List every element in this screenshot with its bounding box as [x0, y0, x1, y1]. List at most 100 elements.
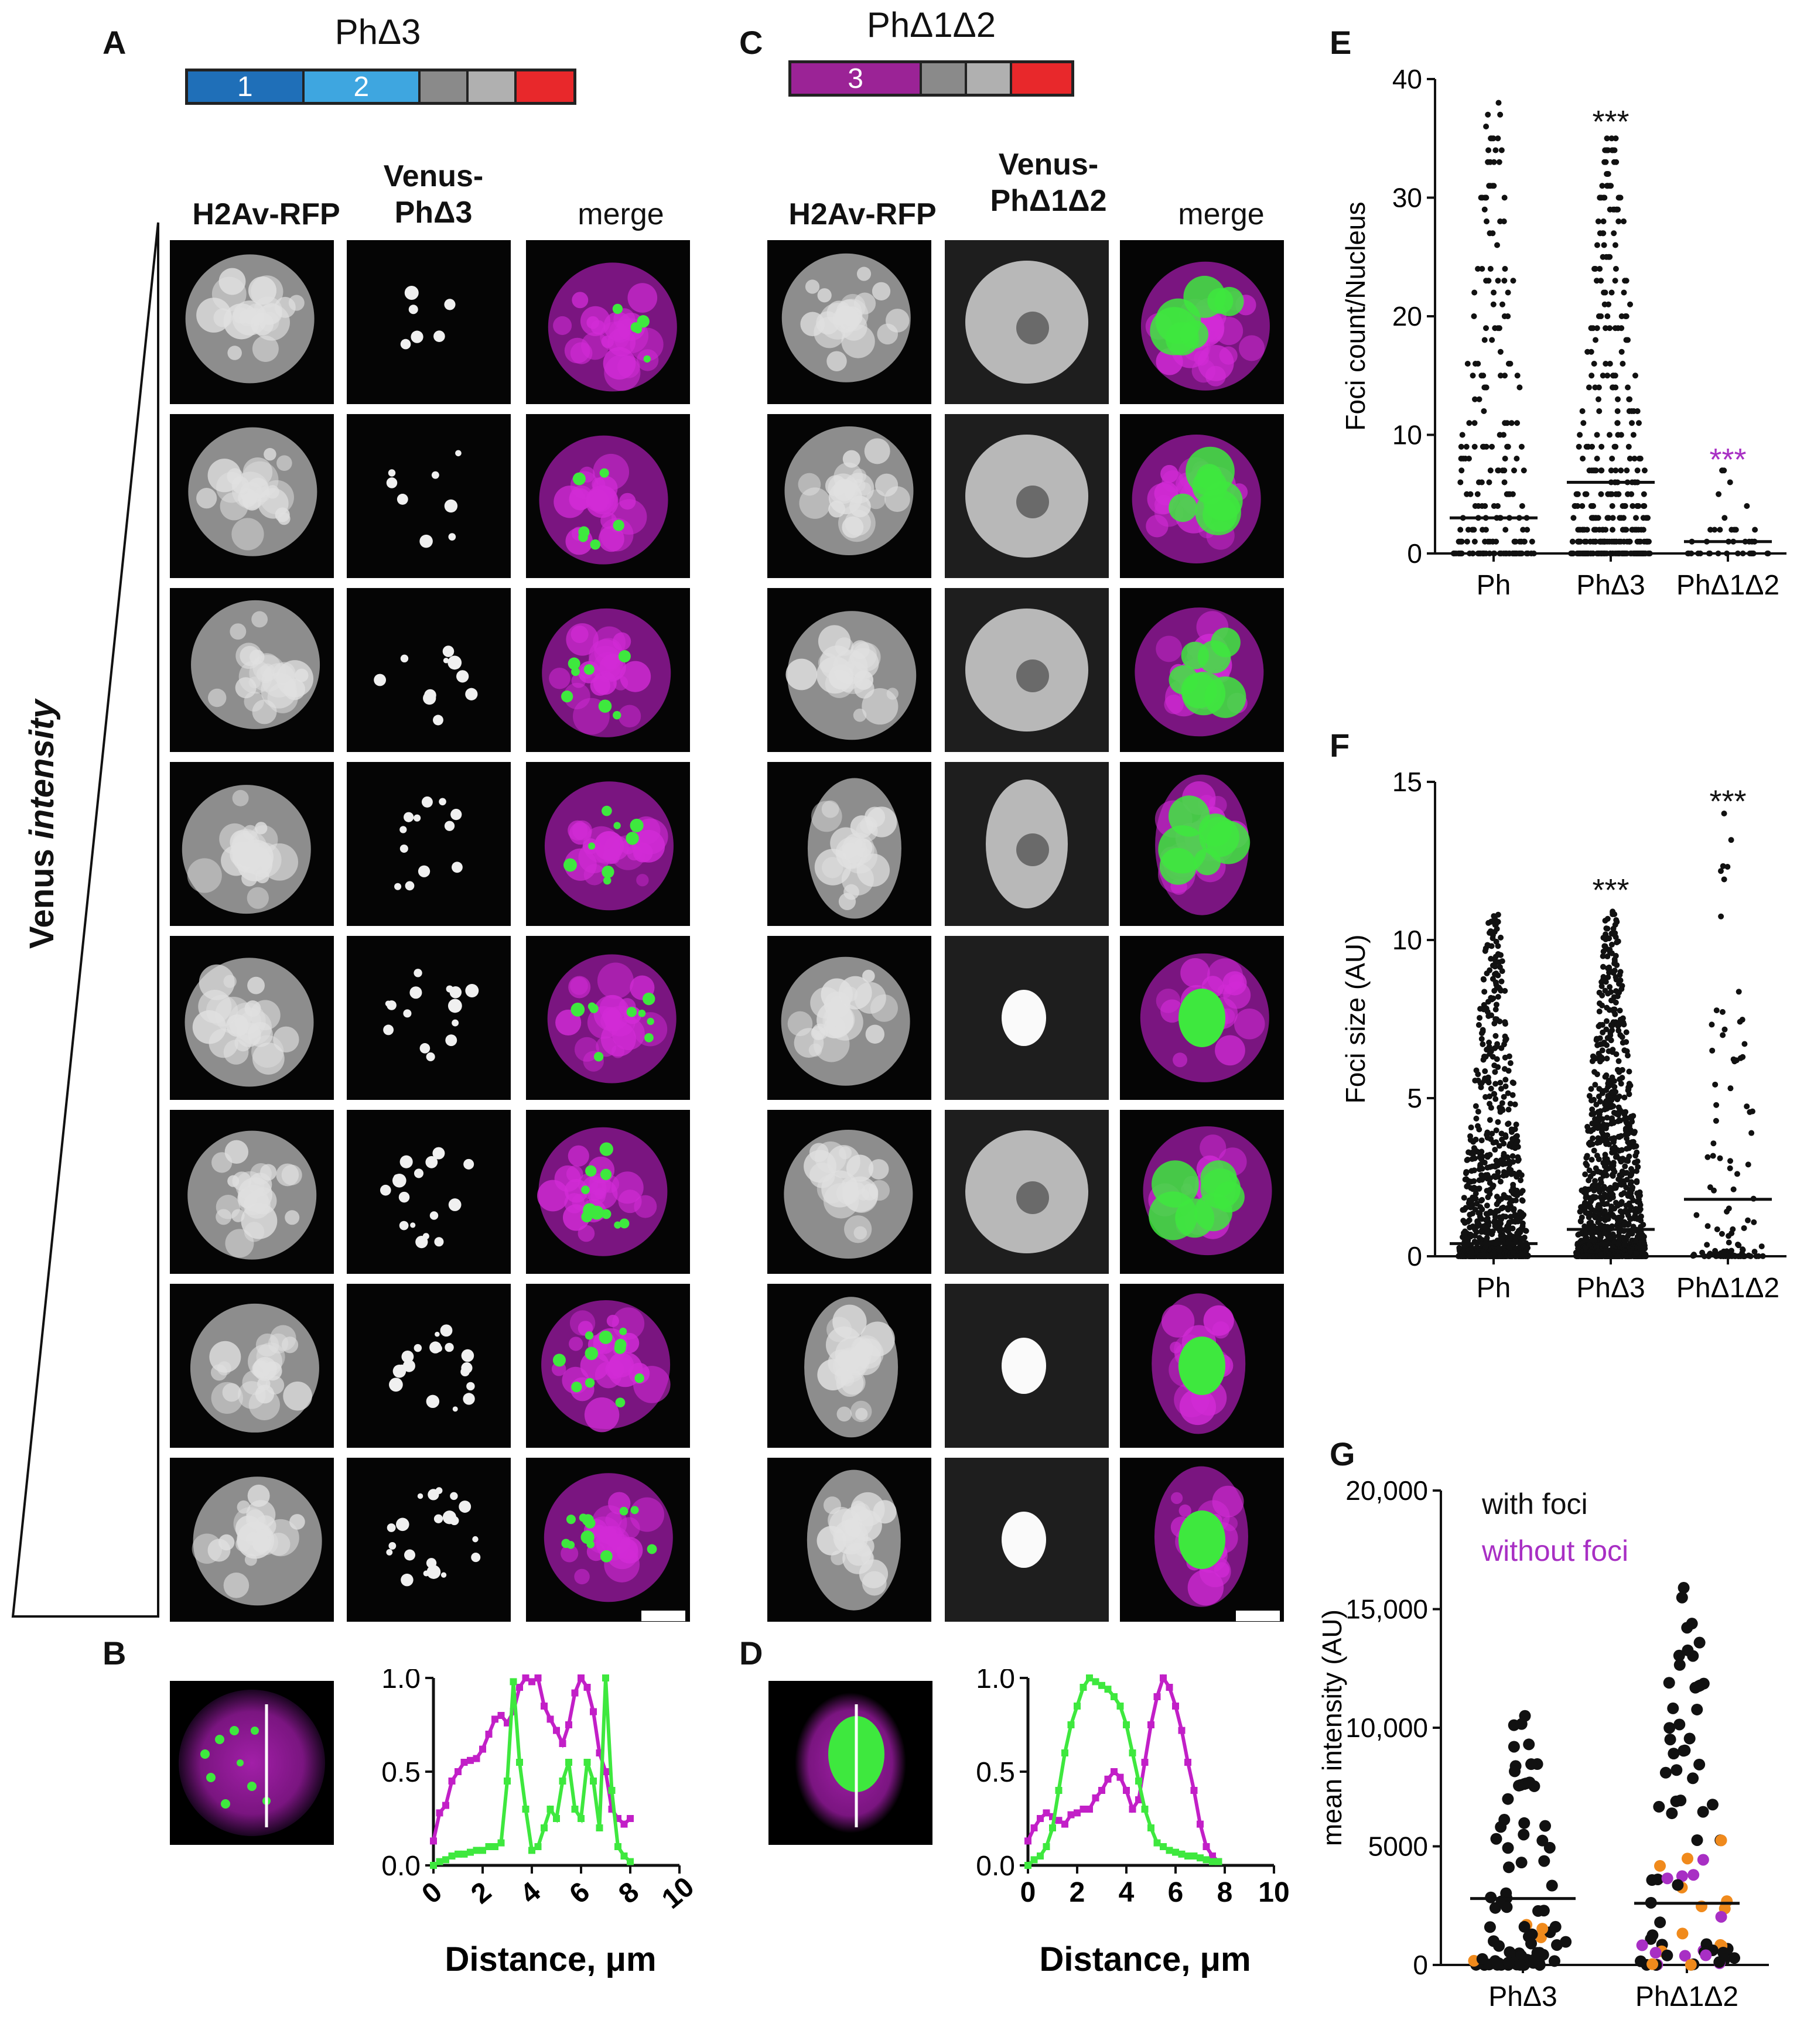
- e-point: [1472, 396, 1478, 402]
- d-series-1-point: [1129, 1806, 1136, 1813]
- f-point: [1720, 1032, 1726, 1038]
- f-point: [1484, 1172, 1491, 1178]
- f-point: [1467, 1137, 1474, 1143]
- a-tile-r6-c1: [170, 1110, 334, 1274]
- e-point: [1609, 456, 1615, 462]
- e-point: [1511, 467, 1517, 474]
- g-point: [1661, 1949, 1673, 1961]
- f-point: [1596, 1093, 1602, 1100]
- e-point: [1596, 313, 1602, 319]
- f-point: [1470, 1149, 1476, 1156]
- e-point: [1574, 491, 1581, 497]
- f-point: [1604, 915, 1611, 922]
- f-point: [1499, 1100, 1505, 1106]
- f-point: [1506, 1169, 1512, 1175]
- f-point: [1622, 1127, 1629, 1134]
- b-series-1-point: [460, 1759, 468, 1766]
- f-point: [1624, 1233, 1631, 1239]
- c-tile-r3-c3: [1120, 588, 1284, 752]
- e-point: [1505, 289, 1511, 296]
- e-point: [1641, 503, 1648, 509]
- b-series-2-point: [596, 1824, 603, 1831]
- b-series-1-point: [430, 1837, 437, 1845]
- f-point: [1727, 1158, 1734, 1164]
- f-point: [1502, 1083, 1509, 1089]
- f-point: [1473, 1067, 1480, 1074]
- c-domain-3: [967, 63, 1013, 94]
- e-point: [1631, 456, 1638, 462]
- f-point: [1704, 1154, 1711, 1160]
- g-point: [1551, 1939, 1563, 1951]
- b-series-1-point: [497, 1712, 505, 1719]
- f-point: [1499, 1136, 1505, 1143]
- f-point: [1511, 1206, 1517, 1212]
- e-point: [1620, 551, 1627, 556]
- f-point: [1628, 1179, 1635, 1185]
- column-header-merge-a: merge: [578, 197, 664, 231]
- f-point: [1468, 1249, 1475, 1255]
- e-point: [1495, 100, 1502, 106]
- f-point: [1758, 1243, 1765, 1250]
- f-point: [1634, 1216, 1641, 1222]
- f-point: [1475, 1022, 1482, 1028]
- e-point: [1458, 467, 1465, 474]
- f-point: [1587, 1128, 1594, 1134]
- foci-count-chart: 0 10 20 30 40 Foci count/Nucleus Ph PhΔ3 PhΔ1Δ2 *…: [1340, 64, 1786, 601]
- f-point: [1492, 1147, 1498, 1153]
- e-point: [1595, 551, 1601, 556]
- f-point: [1734, 1171, 1740, 1177]
- e-point: [1620, 361, 1626, 367]
- b-series-2-point: [546, 1806, 554, 1813]
- e-point: [1600, 538, 1606, 545]
- f-point: [1470, 1211, 1476, 1217]
- e-point: [1502, 456, 1508, 462]
- f-point: [1496, 1247, 1502, 1253]
- e-point: [1588, 348, 1594, 355]
- g-point: [1668, 1748, 1680, 1760]
- f-point: [1600, 1186, 1606, 1192]
- g-point: [1715, 1910, 1727, 1923]
- g-point: [1515, 1950, 1528, 1962]
- f-point: [1515, 1218, 1521, 1225]
- d-xtick-label: 8: [1217, 1877, 1233, 1908]
- f-point: [1621, 1222, 1628, 1228]
- f-point: [1751, 1219, 1757, 1225]
- f-point: [1614, 962, 1620, 968]
- f-point: [1493, 938, 1499, 945]
- f-point: [1751, 1249, 1758, 1255]
- e-point: [1495, 467, 1502, 474]
- f-point: [1615, 1237, 1622, 1243]
- a-tile-r8-c1: [170, 1458, 334, 1622]
- f-point: [1509, 1079, 1516, 1086]
- f-point: [1525, 1252, 1531, 1259]
- f-point: [1730, 1252, 1737, 1259]
- f-point: [1481, 1006, 1487, 1013]
- f-point: [1629, 1119, 1635, 1125]
- f-point: [1629, 1168, 1635, 1175]
- g-point: [1682, 1644, 1694, 1656]
- f-point: [1519, 1198, 1526, 1204]
- a-tile-r4-c3: [526, 762, 690, 926]
- f-point: [1628, 1216, 1634, 1222]
- f-point: [1484, 1132, 1490, 1138]
- e-point: [1592, 515, 1598, 521]
- e-point: [1610, 551, 1616, 556]
- g-point: [1548, 1955, 1560, 1967]
- f-point: [1588, 1086, 1594, 1092]
- f-point: [1624, 1052, 1631, 1059]
- f-point: [1513, 1253, 1519, 1259]
- f-point: [1717, 1155, 1723, 1161]
- e-point: [1601, 289, 1607, 296]
- f-point: [1513, 1122, 1519, 1128]
- f-point: [1493, 1208, 1499, 1214]
- a-tile-r2-c2: [347, 414, 511, 578]
- a-domain-4: [468, 71, 517, 102]
- a-tile-r8-c3: [526, 1458, 690, 1622]
- e-point: [1707, 527, 1714, 533]
- f-point: [1588, 1157, 1595, 1163]
- f-point: [1618, 1214, 1625, 1220]
- f-ytick-label: 15: [1392, 767, 1422, 797]
- f-point: [1596, 1000, 1603, 1007]
- e-point: [1640, 515, 1646, 521]
- e-point: [1627, 456, 1633, 462]
